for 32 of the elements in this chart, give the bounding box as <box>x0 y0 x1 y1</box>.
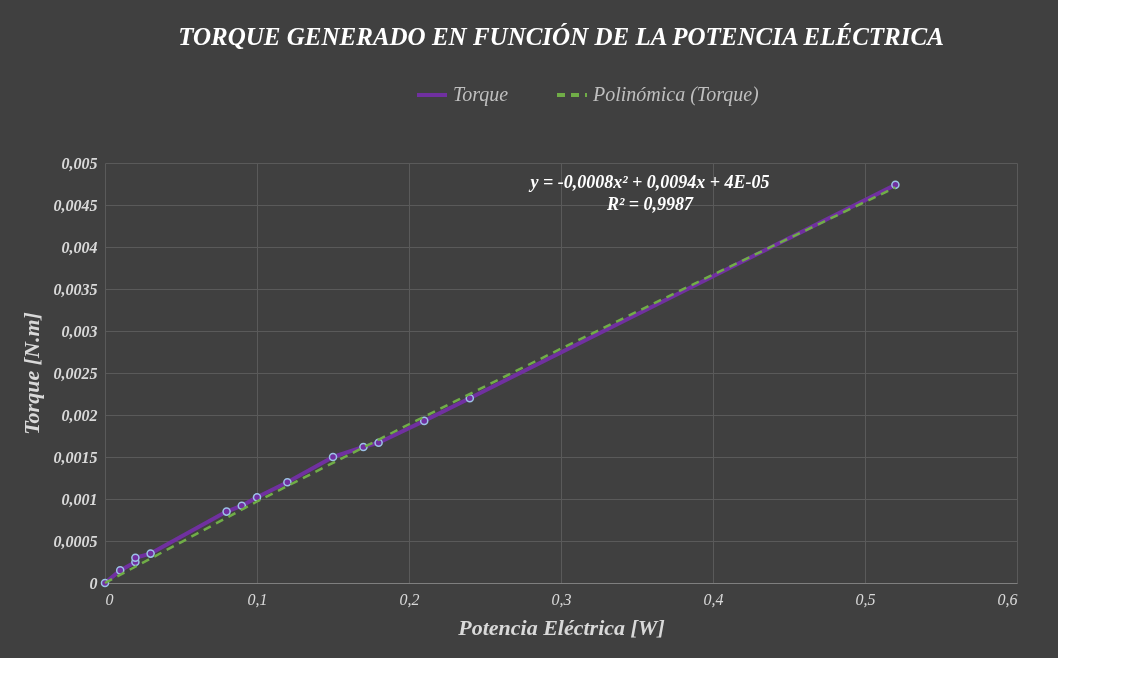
point <box>222 507 231 516</box>
point <box>359 442 368 452</box>
legend-label: Polinómica (Torque) <box>592 83 760 106</box>
y-tick-label: 0,003 <box>61 322 98 340</box>
x-tick-label: 0,2 <box>399 590 420 608</box>
legend-label: Torque <box>453 83 509 106</box>
x-axis-title: Potencia Eléctrica [W] <box>457 614 665 640</box>
x-tick-label: 0,3 <box>551 590 572 608</box>
y-tick-label: 0,001 <box>61 490 98 508</box>
y-tick-label: 0,0045 <box>53 196 98 214</box>
y-tick-label: 0,0005 <box>53 532 98 550</box>
point <box>328 452 338 462</box>
x-tick-label: 0,6 <box>997 590 1018 608</box>
y-tick-label: 0,0015 <box>53 448 98 466</box>
x-tick-label: 0,5 <box>855 590 876 608</box>
chart-title: TORQUE GENERADO EN FUNCIÓN DE LA POTENCIA ELÉCTRICA <box>178 23 944 50</box>
x-tick-label: 0,4 <box>703 590 724 608</box>
y-tick-label: 0,004 <box>61 238 98 256</box>
annotation: R² = 0,9987 <box>605 194 695 214</box>
point <box>146 549 155 558</box>
y-tick-label: 0 <box>89 574 98 592</box>
y-axis-title: Torque [N.m] <box>18 312 44 435</box>
y-tick-label: 0,0035 <box>53 280 98 298</box>
x-tick-label: 0,1 <box>247 590 268 608</box>
x-tick-label: 0 <box>105 590 114 608</box>
y-tick-label: 0,002 <box>61 406 98 424</box>
point <box>419 416 429 426</box>
annotation: y = -0,0008x² + 0,0094x + 4E-05 <box>528 172 770 192</box>
point <box>131 553 140 563</box>
y-tick-label: 0,0025 <box>53 364 98 382</box>
y-tick-label: 0,005 <box>61 154 98 172</box>
point <box>283 477 292 487</box>
